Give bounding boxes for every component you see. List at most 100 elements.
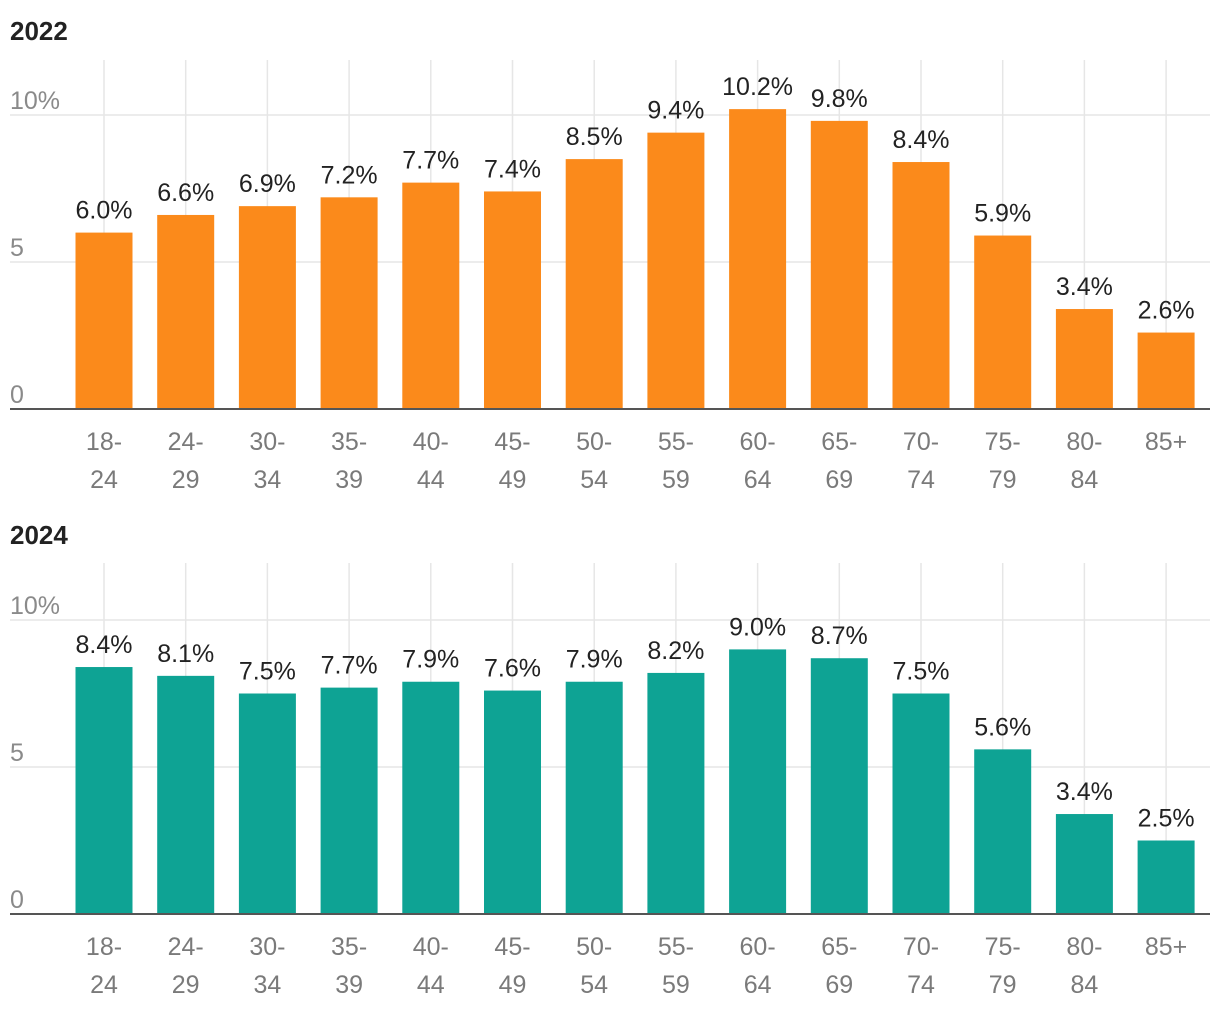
data-label: 3.4% (1056, 273, 1113, 301)
x-tick-label: 54 (580, 466, 608, 494)
bar (402, 182, 460, 409)
x-tick-label: 79 (989, 466, 1017, 494)
data-label: 8.5% (566, 123, 623, 151)
bar (810, 120, 868, 409)
x-tick-label: 70- (903, 933, 939, 961)
x-tick-label: 50- (576, 428, 612, 456)
x-tick-label: 44 (417, 466, 445, 494)
x-tick-label: 35- (331, 933, 367, 961)
bar (1055, 309, 1113, 409)
data-label: 3.4% (1056, 778, 1113, 806)
x-tick-label: 55- (658, 933, 694, 961)
data-label: 2.5% (1138, 805, 1195, 833)
data-label: 9.4% (647, 97, 704, 125)
bar (647, 132, 705, 409)
bar (974, 749, 1032, 914)
bar (484, 690, 541, 914)
x-tick-label: 75- (985, 428, 1021, 456)
chart-title: 2024 (10, 520, 68, 550)
x-tick-label: 40- (413, 428, 449, 456)
y-tick-label: 10% (10, 87, 60, 115)
x-tick-label: 59 (662, 971, 690, 999)
data-label: 10.2% (722, 73, 793, 101)
x-tick-label: 85+ (1145, 933, 1187, 961)
bar (565, 159, 623, 409)
bar (1055, 814, 1113, 914)
data-label: 6.9% (239, 170, 296, 198)
x-tick-label: 55- (658, 428, 694, 456)
x-tick-label: 70- (903, 428, 939, 456)
data-label: 2.6% (1138, 297, 1195, 325)
x-tick-label: 84 (1070, 971, 1098, 999)
chart-title: 2022 (10, 16, 68, 46)
data-label: 9.8% (811, 85, 868, 113)
bar (320, 197, 378, 409)
x-tick-label: 69 (825, 971, 853, 999)
bar (157, 214, 215, 409)
x-tick-label: 24 (90, 466, 118, 494)
x-tick-label: 74 (907, 971, 935, 999)
bar (320, 687, 378, 914)
bar (238, 693, 296, 914)
bar (402, 681, 460, 914)
data-label: 7.7% (402, 147, 459, 175)
data-label: 7.9% (402, 646, 459, 674)
bar (75, 667, 133, 914)
x-tick-label: 69 (825, 466, 853, 494)
bar (238, 206, 296, 409)
x-tick-label: 34 (253, 466, 281, 494)
x-tick-label: 29 (172, 971, 200, 999)
bar (974, 235, 1032, 409)
x-tick-label: 84 (1070, 466, 1098, 494)
x-tick-label: 74 (907, 466, 935, 494)
data-label: 7.7% (321, 652, 378, 680)
bar (1137, 332, 1195, 409)
x-tick-label: 75- (985, 933, 1021, 961)
x-tick-label: 54 (580, 971, 608, 999)
bar (892, 162, 950, 409)
x-tick-label: 80- (1066, 933, 1102, 961)
bar (565, 681, 623, 914)
data-label: 8.7% (811, 622, 868, 650)
x-tick-label: 39 (335, 971, 363, 999)
x-tick-label: 29 (172, 466, 200, 494)
data-label: 7.5% (893, 658, 950, 686)
x-tick-label: 24 (90, 971, 118, 999)
x-tick-label: 18- (86, 933, 122, 961)
data-label: 7.4% (484, 155, 541, 183)
x-tick-label: 64 (744, 466, 772, 494)
data-label: 7.5% (239, 658, 296, 686)
x-tick-label: 59 (662, 466, 690, 494)
x-tick-label: 65- (821, 428, 857, 456)
bar (729, 109, 787, 410)
bar (1137, 840, 1195, 914)
x-tick-label: 64 (744, 971, 772, 999)
data-label: 7.2% (321, 161, 378, 189)
x-tick-label: 80- (1066, 428, 1102, 456)
chart-2024: 2024 0 5 10% 8.4% 18- 24 8.1% 24- 29 7.5% 30- 34 7.7… (10, 520, 1210, 999)
x-tick-label: 39 (335, 466, 363, 494)
data-label: 7.6% (484, 655, 541, 683)
data-label: 5.6% (974, 713, 1031, 741)
x-tick-label: 30- (249, 428, 285, 456)
bar (75, 232, 133, 409)
x-tick-label: 49 (499, 466, 527, 494)
y-tick-label: 5 (10, 739, 24, 767)
data-label: 8.4% (893, 126, 950, 154)
x-tick-label: 50- (576, 933, 612, 961)
x-tick-label: 40- (413, 933, 449, 961)
x-tick-label: 79 (989, 971, 1017, 999)
x-tick-label: 65- (821, 933, 857, 961)
x-tick-label: 60- (740, 933, 776, 961)
x-tick-label: 45- (494, 933, 530, 961)
x-tick-label: 44 (417, 971, 445, 999)
x-tick-label: 85+ (1145, 428, 1187, 456)
data-label: 8.1% (157, 640, 214, 668)
x-tick-label: 30- (249, 933, 285, 961)
y-tick-label: 0 (10, 886, 24, 914)
bar (729, 649, 787, 914)
data-label: 8.2% (647, 637, 704, 665)
chart-2022: 2022 0 5 10% 6.0% 18- 24 6.6% 24- 29 6.9% 30- 34 7.2… (10, 16, 1210, 494)
data-label: 6.0% (76, 197, 133, 225)
